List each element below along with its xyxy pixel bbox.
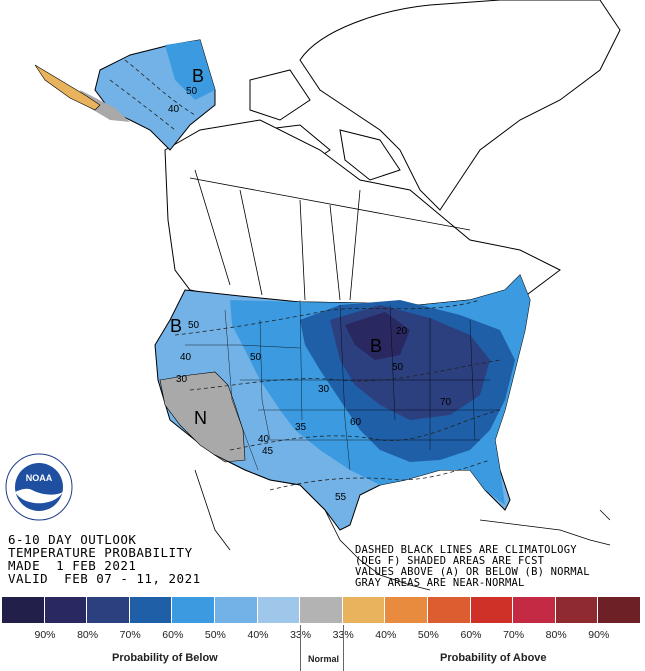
alaska-40-label: 40 (168, 104, 180, 115)
aleutian-above (34, 64, 101, 111)
legend-percent: 90% (34, 629, 56, 641)
note-line-2: (DEG F) SHADED AREAS ARE FCST (355, 555, 545, 567)
note-line-3: VALUES ABOVE (A) OR BELOW (B) NORMAL (355, 566, 590, 578)
noaa-logo-text: NOAA (26, 473, 53, 483)
mid-35-label: 35 (295, 422, 307, 433)
outlook-title-block: 6-10 DAY OUTLOOK TEMPERATURE PROBABILITY M… (8, 533, 201, 585)
legend-swatch (87, 597, 130, 623)
west-50-label: 50 (188, 320, 200, 331)
mid-40-label: 40 (258, 434, 270, 445)
legend-swatch (427, 597, 471, 623)
legend-percent: 80% (545, 629, 567, 641)
title-line-3: MADE 1 FEB 2021 (8, 558, 137, 573)
mid-70-label: 70 (440, 397, 452, 408)
west-b-label: B (170, 316, 182, 336)
legend-swatch (342, 597, 386, 623)
legend-swatch (300, 597, 343, 623)
legend-percent: 40% (375, 629, 397, 641)
canada-land (164, 119, 561, 306)
alaska-gray (80, 90, 130, 122)
legend-swatch (2, 597, 45, 623)
greenland-outline (299, 0, 621, 211)
noaa-logo: NOAA (5, 453, 73, 521)
legend-percent: 80% (77, 629, 99, 641)
legend-swatch (257, 597, 301, 623)
mid-45-label: 45 (262, 446, 274, 457)
west-n-label: N (194, 408, 207, 428)
legend-swatch (44, 597, 88, 623)
title-line-4: VALID FEB 07 - 11, 2021 (8, 571, 201, 586)
sw-near-normal (159, 371, 246, 463)
alaska-50-label: 50 (186, 86, 198, 97)
legend-swatch (129, 597, 173, 623)
title-line-2: TEMPERATURE PROBABILITY (8, 545, 193, 560)
normal-label: Normal (308, 654, 340, 664)
mid-20-label: 20 (396, 326, 408, 337)
legend-percent: 90% (588, 629, 610, 641)
mid-60-label: 60 (350, 417, 362, 428)
legend-swatch (513, 597, 556, 623)
legend-percent: 40% (247, 629, 269, 641)
mexico-outline (214, 454, 431, 591)
title-line-1: 6-10 DAY OUTLOOK (8, 532, 137, 547)
conus-darkest (345, 312, 410, 360)
mid-30-label: 30 (318, 384, 330, 395)
below-label: Probability of Below (112, 652, 218, 664)
probability-legend: 90% 80% 70% 60% 50% 40% 33% 33% 40% 50% 60% 70% 80% 9… (0, 597, 645, 671)
legend-percent: 60% (460, 629, 482, 641)
east-50-label: 50 (392, 362, 404, 373)
alaska-b-label: B (192, 66, 204, 86)
west-40-label: 40 (180, 352, 192, 363)
note-line-4: GRAY AREAS ARE NEAR-NORMAL (355, 577, 525, 589)
legend-percent: 70% (503, 629, 525, 641)
legend-swatch (214, 597, 258, 623)
legend-swatch (555, 597, 599, 623)
legend-percent: 50% (204, 629, 226, 641)
legend-percent: 70% (119, 629, 141, 641)
cuba-outline (479, 519, 611, 546)
mid-55-label: 55 (335, 492, 347, 503)
legend-divider-right (343, 625, 344, 671)
above-label: Probability of Above (440, 652, 547, 664)
legend-color-bar (2, 597, 641, 623)
legend-divider-left (300, 625, 301, 671)
legend-percent: 60% (162, 629, 184, 641)
alaska-darker (165, 40, 215, 100)
note-line-1: DASHED BLACK LINES ARE CLIMATOLOGY (355, 544, 577, 556)
legend-swatch (598, 597, 641, 623)
mid-b-label: B (370, 336, 382, 356)
west-30-label: 30 (176, 374, 188, 385)
legend-percent: 50% (417, 629, 439, 641)
mid-50-label: 50 (250, 352, 262, 363)
legend-swatch (172, 597, 215, 623)
explanation-note: DASHED BLACK LINES ARE CLIMATOLOGY (DEG F… (355, 545, 590, 589)
outlook-map: B 50 40 B 50 40 30 N B 50 30 35 40 45 60… (34, 0, 621, 591)
legend-swatch (385, 597, 428, 623)
legend-swatch (470, 597, 514, 623)
